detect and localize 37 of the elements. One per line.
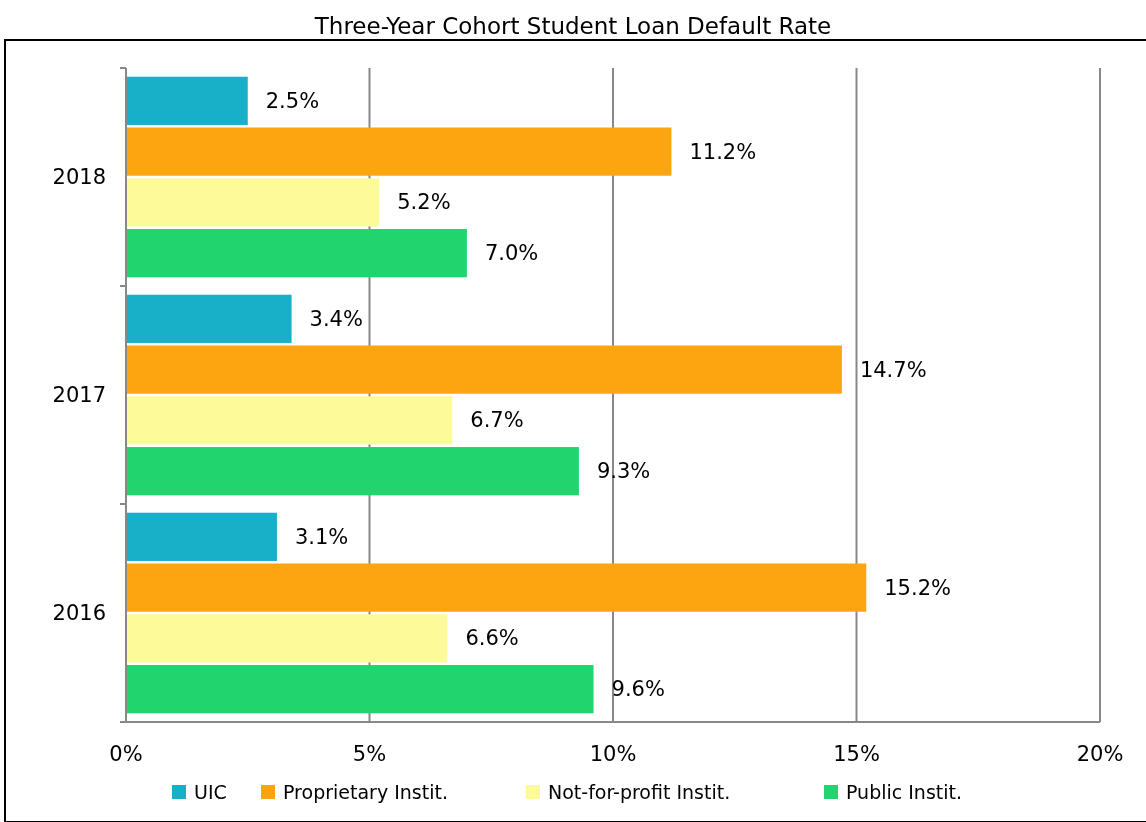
data-label: 15.2% [884, 575, 951, 600]
y-tick-label: 2016 [52, 601, 106, 625]
data-label: 6.7% [470, 408, 524, 433]
x-tick-label: 15% [833, 742, 880, 766]
bar [126, 614, 448, 663]
y-tick-label: 2017 [52, 383, 106, 407]
chart-title: Three-Year Cohort Student Loan Default Rate [313, 13, 832, 39]
data-label: 3.4% [309, 306, 363, 331]
data-label: 5.2% [397, 190, 451, 215]
bar [126, 447, 579, 496]
bar [126, 345, 842, 394]
x-tick-label: 5% [352, 742, 387, 766]
data-label: 3.1% [294, 524, 349, 549]
x-tick-label: 0% [109, 742, 143, 766]
data-label: 11.2% [689, 139, 757, 164]
bar [126, 563, 867, 612]
data-label: 7.0% [484, 241, 539, 266]
bar [126, 294, 292, 343]
data-label: 6.6% [465, 626, 519, 651]
bar [126, 178, 380, 227]
bar [126, 665, 594, 714]
legend-label: Public Instit. [846, 781, 963, 803]
data-label: 2.5% [265, 88, 320, 113]
x-tick-label: 10% [589, 742, 637, 766]
legend-label: Not-for-profit Instit. [548, 781, 731, 803]
legend-label: UIC [194, 781, 227, 803]
bar [126, 76, 248, 125]
bar [126, 396, 453, 445]
data-label: 9.3% [596, 459, 651, 484]
bar [126, 229, 467, 278]
bar [126, 512, 277, 561]
y-tick-label: 2018 [52, 165, 106, 189]
bar [126, 127, 672, 176]
legend-label: Proprietary Instit. [283, 781, 448, 803]
data-label: 9.6% [611, 677, 665, 702]
x-tick-label: 20% [1076, 742, 1124, 766]
data-label: 14.7% [859, 357, 927, 382]
